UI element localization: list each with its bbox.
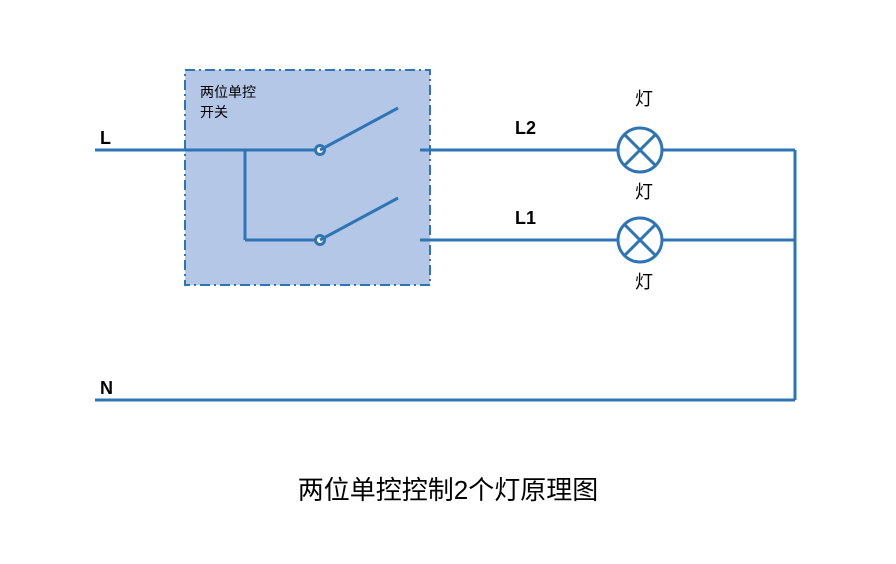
- label-lamp-top: 灯: [635, 85, 653, 111]
- label-lamp-mid: 灯: [635, 178, 653, 204]
- label-L: L: [100, 128, 111, 149]
- label-switch-box: 两位单控 开关: [200, 82, 256, 122]
- diagram-title: 两位单控控制2个灯原理图: [0, 470, 896, 507]
- circuit-diagram: L N L2 L1 灯 灯 灯 两位单控 开关 两位单控控制2个灯原理图: [0, 0, 896, 564]
- label-L2: L2: [515, 118, 536, 139]
- label-N: N: [100, 378, 113, 399]
- label-lamp-bottom: 灯: [635, 268, 653, 294]
- label-L1: L1: [515, 208, 536, 229]
